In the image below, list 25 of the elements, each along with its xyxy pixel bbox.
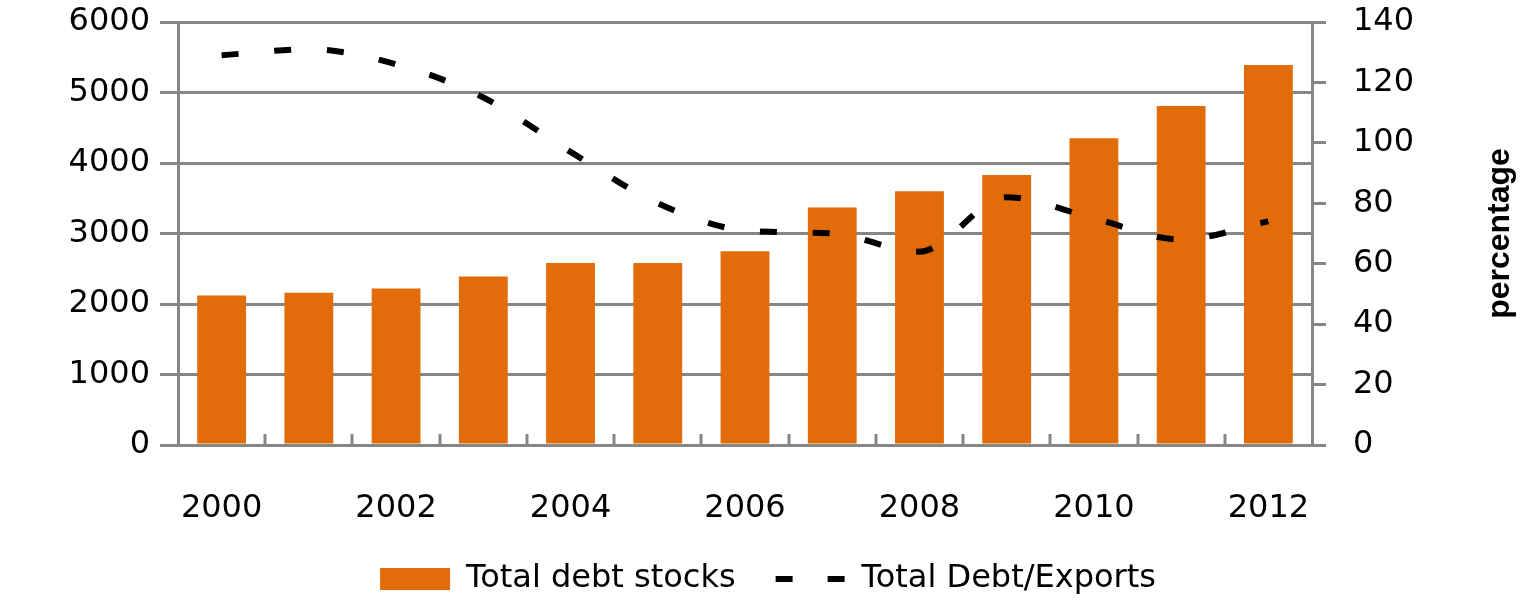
x-tick-label: 2006 [704, 486, 786, 525]
y2-axis-title: percentage [1479, 148, 1516, 319]
y2-tick-label: 20 [1353, 362, 1394, 401]
x-tick-label: 2002 [355, 486, 437, 525]
y-tick-label: 2000 [68, 282, 150, 321]
legend-label: Total debt stocks [465, 557, 736, 596]
x-tick-label: 2000 [180, 486, 263, 525]
legend-label: Total Debt/Exports [860, 557, 1156, 596]
x-tick-label: 2008 [878, 486, 961, 525]
y2-tick-label: 120 [1353, 60, 1415, 99]
y2-tick-label: 40 [1353, 302, 1394, 341]
x-tick-label: 2012 [1227, 486, 1310, 525]
y-tick-label: 1000 [68, 352, 150, 391]
y-tick-label: 5000 [68, 70, 150, 109]
y2-tick-label: 140 [1353, 0, 1415, 39]
y2-tick-label: 0 [1353, 423, 1374, 462]
y-tick-label: 4000 [68, 141, 150, 180]
y2-tick-label: 80 [1353, 181, 1394, 220]
y-tick-label: 6000 [68, 0, 150, 39]
y2-tick-label: 60 [1353, 242, 1394, 281]
y-tick-label: 3000 [68, 211, 150, 250]
x-tick-label: 2010 [1053, 486, 1135, 525]
x-tick-label: 2004 [529, 486, 612, 525]
y2-tick-label: 100 [1353, 121, 1415, 160]
y-tick-label: 0 [129, 423, 150, 462]
